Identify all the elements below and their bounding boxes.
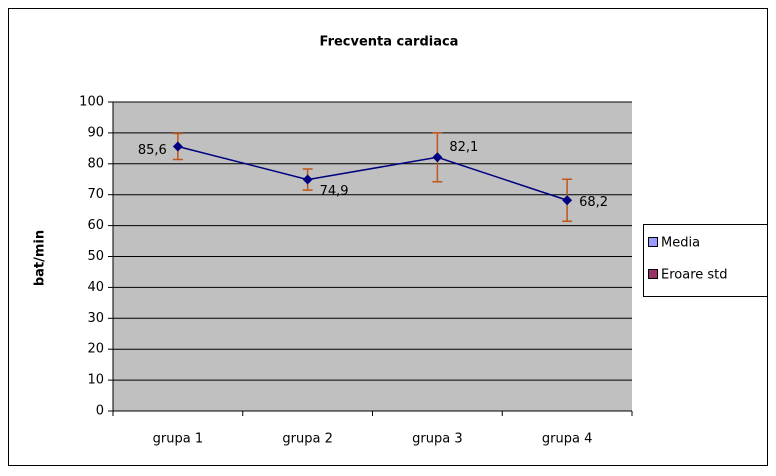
legend-swatch bbox=[648, 269, 658, 279]
y-tick-label: 90 bbox=[87, 125, 104, 140]
y-axis-label: bat/min bbox=[33, 230, 48, 286]
marker bbox=[432, 152, 443, 163]
marker bbox=[172, 141, 183, 152]
x-tick-label: grupa 2 bbox=[282, 432, 332, 447]
x-tick-label: grupa 1 bbox=[153, 432, 203, 447]
x-tick-label: grupa 4 bbox=[542, 432, 592, 447]
y-tick-label: 0 bbox=[96, 404, 104, 419]
data-label: 74,9 bbox=[320, 184, 349, 199]
y-tick-label: 80 bbox=[87, 156, 104, 171]
chart-title: Frecventa cardiaca bbox=[320, 35, 459, 50]
y-tick-label: 10 bbox=[87, 373, 104, 388]
line bbox=[177, 145, 568, 201]
data-label: 82,1 bbox=[449, 140, 478, 155]
legend-swatch bbox=[648, 237, 658, 247]
y-tick-label: 30 bbox=[87, 311, 104, 326]
legend-label: Eroare std bbox=[661, 268, 728, 283]
legend-label: Media bbox=[661, 236, 700, 251]
x-tick-label: grupa 3 bbox=[412, 432, 462, 447]
y-tick-label: 50 bbox=[87, 249, 104, 264]
y-tick-label: 20 bbox=[87, 342, 104, 357]
y-tick-label: 100 bbox=[79, 95, 104, 110]
y-tick-label: 40 bbox=[87, 280, 104, 295]
data-label: 68,2 bbox=[579, 195, 608, 210]
marker bbox=[562, 195, 573, 206]
marker bbox=[302, 174, 313, 185]
legend-box bbox=[643, 224, 768, 297]
y-tick-label: 60 bbox=[87, 218, 104, 233]
y-tick-label: 70 bbox=[87, 187, 104, 202]
data-label: 85,6 bbox=[138, 143, 167, 158]
